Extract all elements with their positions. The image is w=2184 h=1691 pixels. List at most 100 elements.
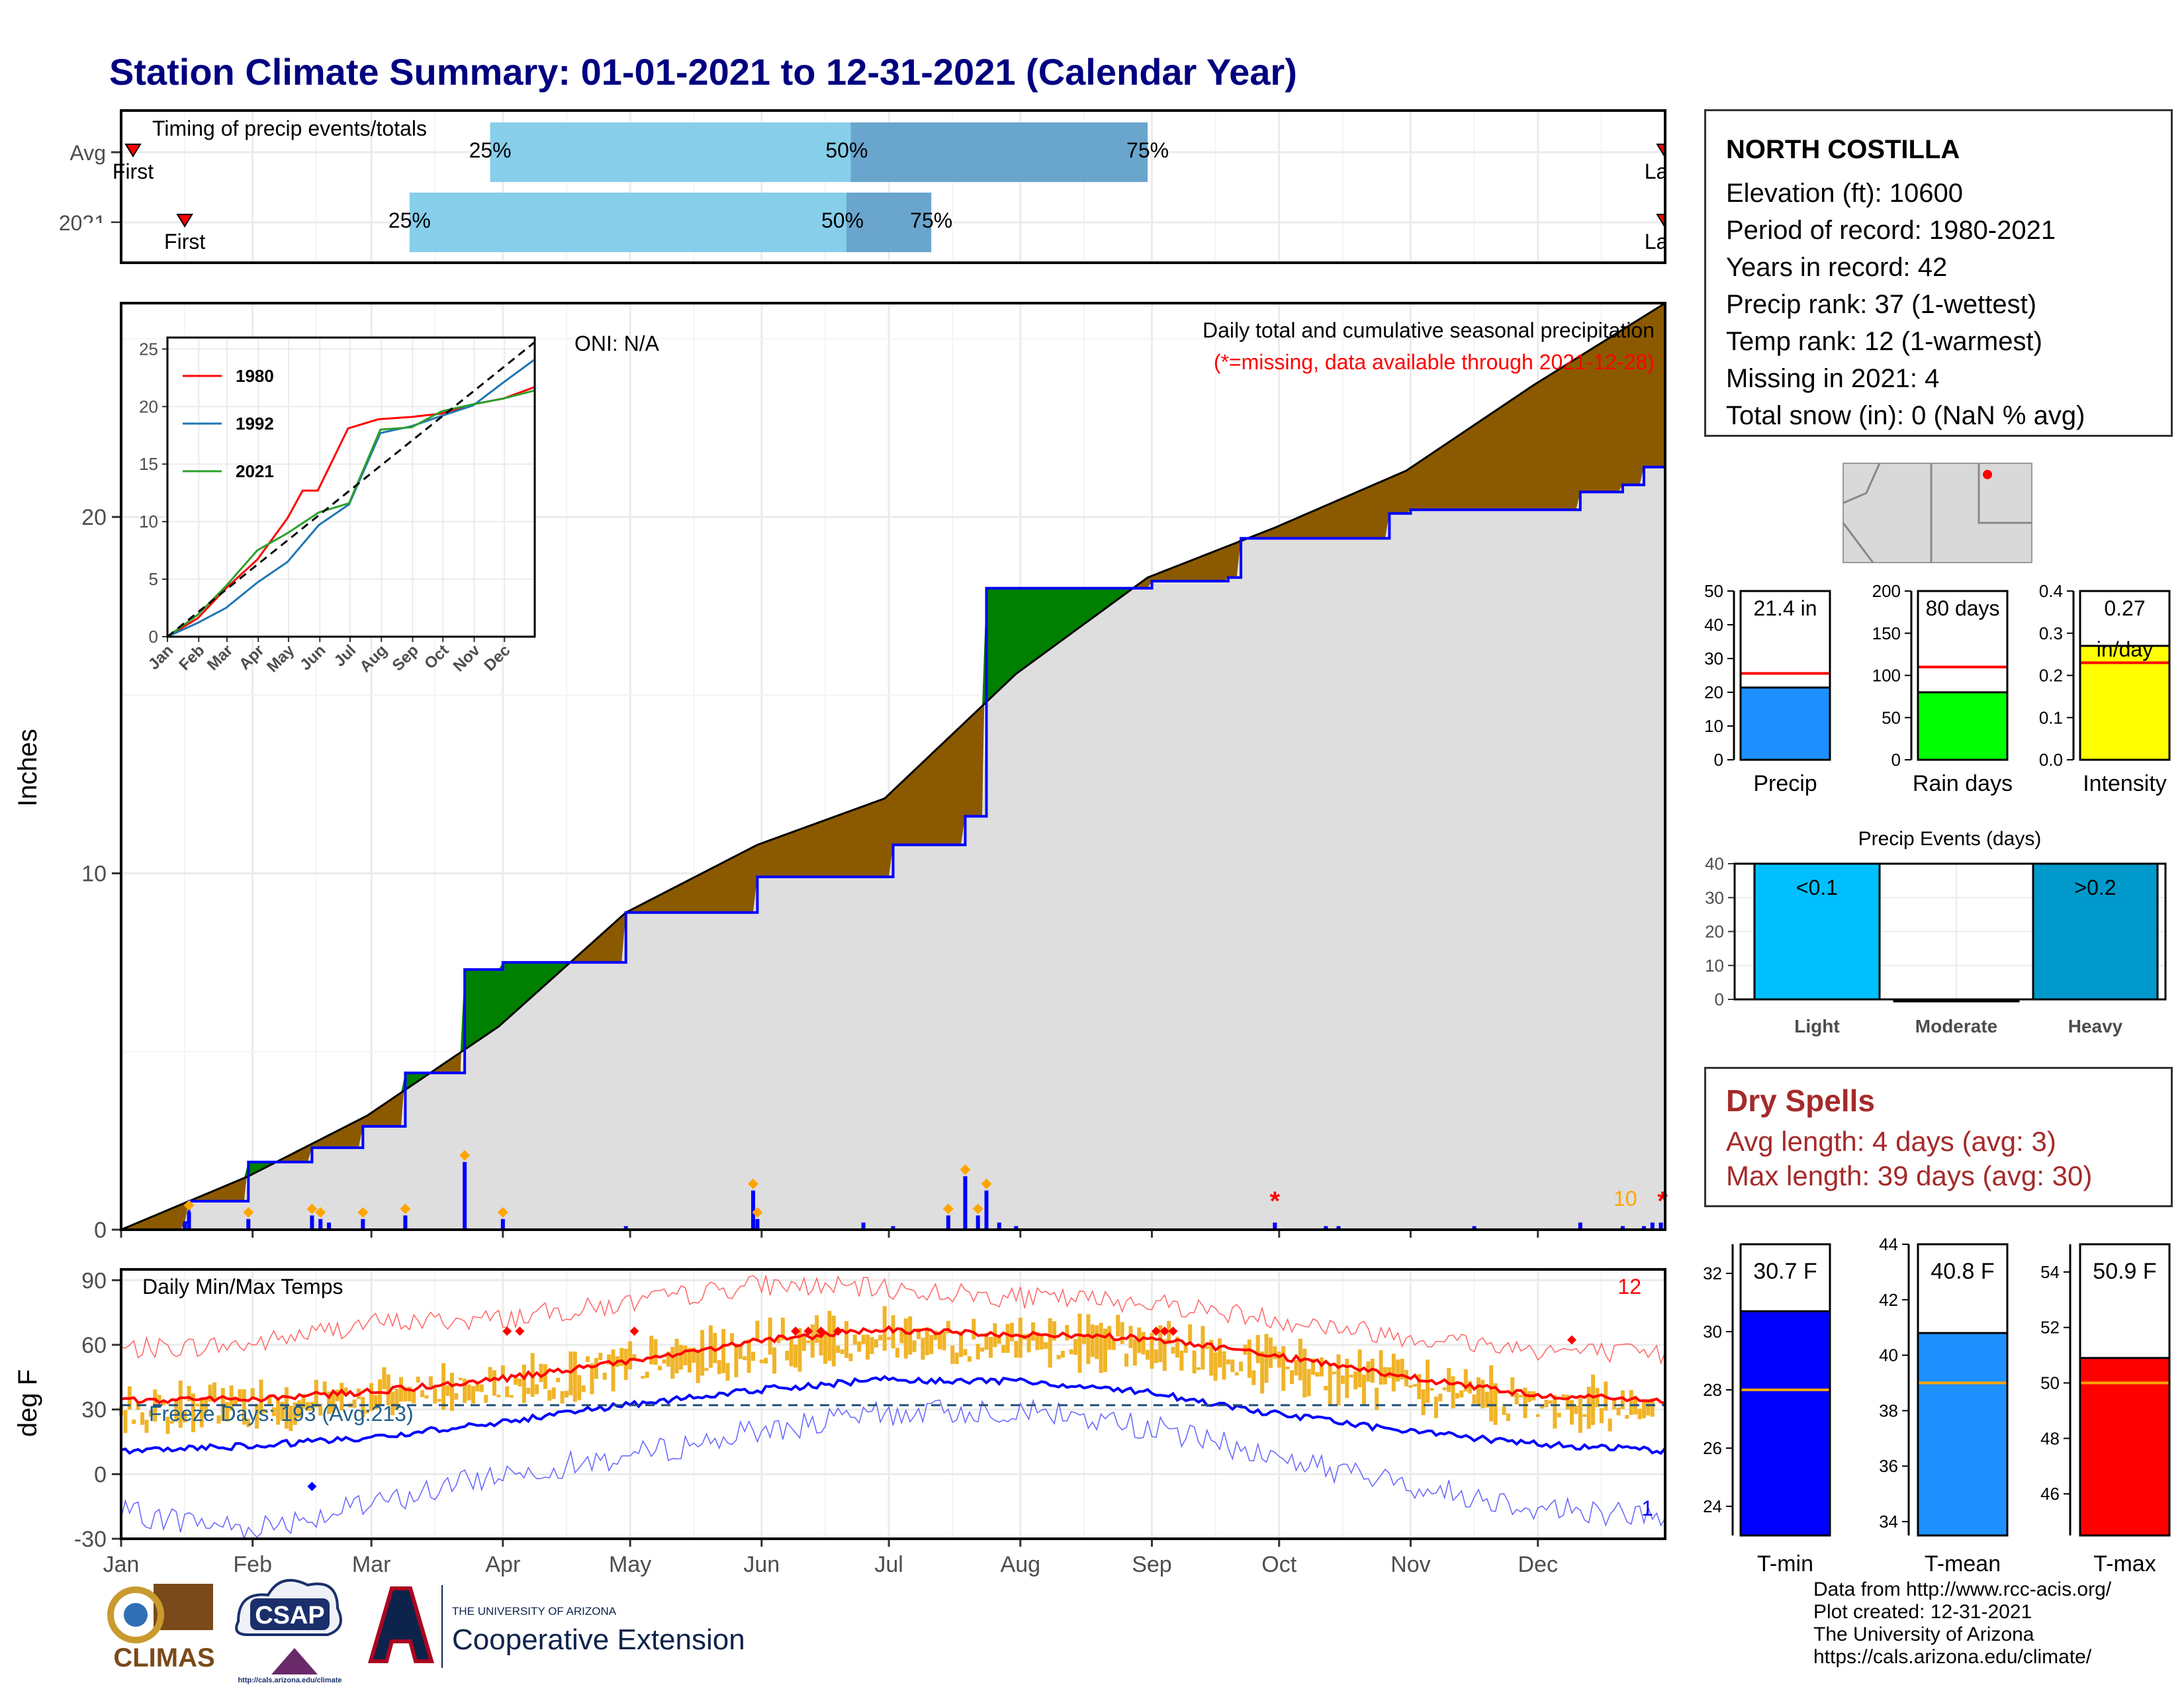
temp-daily-bar bbox=[848, 1353, 853, 1361]
temp-daily-bar bbox=[984, 1333, 989, 1350]
precip-daily-bar bbox=[1650, 1222, 1655, 1230]
temp-daily-bar bbox=[267, 1396, 272, 1406]
temp-daily-bar bbox=[887, 1337, 891, 1340]
temp-daily-bar bbox=[1026, 1333, 1031, 1353]
temp-xtick-label: Feb bbox=[233, 1552, 272, 1577]
temp-daily-bar bbox=[1544, 1399, 1549, 1408]
temp-daily-bar bbox=[704, 1367, 709, 1371]
dry-spells-avg: Avg length: 4 days (avg: 3) bbox=[1726, 1126, 2056, 1157]
temp-daily-bar bbox=[759, 1359, 764, 1363]
temp-daily-bar bbox=[1255, 1335, 1260, 1363]
record-high-marker bbox=[1151, 1326, 1161, 1336]
temp-daily-bar bbox=[751, 1351, 755, 1361]
precip-daily-bar bbox=[1472, 1226, 1477, 1230]
temp-daily-bar bbox=[1009, 1322, 1014, 1342]
temp-daily-bar bbox=[399, 1377, 404, 1402]
temp-daily-bar bbox=[255, 1404, 259, 1429]
temp-daily-bar bbox=[1340, 1375, 1345, 1384]
temp-daily-bar bbox=[785, 1350, 790, 1361]
precip-obs-cumulative-line bbox=[121, 465, 1665, 1231]
temp-daily-bar bbox=[1132, 1339, 1137, 1366]
temp-daily-bar bbox=[454, 1393, 459, 1400]
temp-daily-bar bbox=[1336, 1354, 1341, 1406]
events-ytick-label: 40 bbox=[1705, 854, 1724, 874]
temp-daily-bar bbox=[729, 1333, 734, 1345]
temp-daily-bar bbox=[297, 1400, 302, 1418]
temp-daily-bar bbox=[776, 1337, 781, 1344]
temp-daily-bar bbox=[225, 1402, 230, 1422]
temp-daily-bar bbox=[1226, 1359, 1230, 1365]
precip-daily-top-marker bbox=[243, 1207, 254, 1218]
temp-daily-bar bbox=[123, 1410, 128, 1434]
ua-logo-small-text: THE UNIVERSITY OF ARIZONA bbox=[452, 1605, 617, 1618]
precip-daily-top-marker bbox=[752, 1207, 763, 1218]
timing-pct-25: 25% bbox=[388, 208, 431, 232]
temp-daily-bar bbox=[1247, 1339, 1251, 1378]
temp-daily-bar bbox=[1124, 1353, 1129, 1367]
temp-daily-bar bbox=[1234, 1372, 1239, 1376]
temp-daily-bar bbox=[692, 1348, 696, 1363]
temp-daily-bar bbox=[972, 1318, 976, 1340]
precip-daily-bar bbox=[183, 1222, 187, 1230]
station-info-line: Years in record: 42 bbox=[1726, 253, 1948, 282]
temp-daily-bar bbox=[191, 1393, 195, 1432]
temp-daily-bar bbox=[212, 1382, 217, 1400]
inset-ytick-label: 5 bbox=[149, 569, 158, 589]
temp-daily-bar bbox=[1421, 1389, 1426, 1416]
temp-daily-bar bbox=[1162, 1339, 1167, 1371]
temp-daily-bar bbox=[755, 1320, 760, 1341]
precip-annotation-missing: (*=missing, data available through 2021-… bbox=[1214, 350, 1655, 374]
event-category-label: Light bbox=[1794, 1016, 1839, 1036]
temp-daily-bar bbox=[1641, 1399, 1646, 1418]
temp-avg-max-line bbox=[120, 1324, 1666, 1405]
temp-total-frame-1 bbox=[1917, 1243, 2009, 1537]
temp-daily-bar bbox=[1289, 1370, 1294, 1385]
temp-daily-bar bbox=[132, 1419, 136, 1424]
precip-daily-top-marker bbox=[400, 1203, 411, 1214]
events-title: Precip Events (days) bbox=[1858, 828, 2042, 850]
precip-daily-bar bbox=[946, 1215, 950, 1230]
temp-daily-bar bbox=[1209, 1340, 1214, 1376]
total-category-label-2: Intensity bbox=[2083, 771, 2167, 796]
temp-daily-bar bbox=[823, 1334, 827, 1364]
temp-total-ytick-label: 54 bbox=[2040, 1262, 2060, 1282]
temp-daily-bar bbox=[836, 1346, 841, 1353]
temp-daily-bar bbox=[1637, 1408, 1642, 1420]
climas-logo-text: CLIMAS bbox=[113, 1643, 214, 1672]
temp-daily-bar bbox=[1574, 1405, 1578, 1414]
temp-daily-bar bbox=[458, 1377, 463, 1381]
temp-daily-bar bbox=[1616, 1407, 1621, 1416]
precip-daily-bar bbox=[1273, 1222, 1277, 1230]
temp-daily-bar bbox=[789, 1336, 794, 1367]
temp-daily-bar bbox=[976, 1344, 980, 1359]
temp-daily-bar bbox=[140, 1412, 145, 1425]
temp-daily-bar bbox=[908, 1316, 913, 1355]
temp-total-ytick-label: 46 bbox=[2040, 1484, 2060, 1504]
temp-daily-bar bbox=[560, 1391, 565, 1404]
temp-avg-min-line bbox=[120, 1375, 1666, 1455]
precip-daily-top-marker bbox=[357, 1207, 369, 1218]
total-ytick-label: 150 bbox=[1872, 623, 1901, 643]
temp-daily-bar bbox=[674, 1338, 679, 1374]
temp-daily-bar bbox=[1349, 1375, 1353, 1378]
timing-pct-75: 75% bbox=[910, 208, 952, 232]
timing-title: Timing of precip events/totals bbox=[152, 116, 427, 140]
timing-pct-50: 50% bbox=[821, 208, 864, 232]
temp-daily-bar bbox=[1035, 1332, 1040, 1350]
total-bar-2 bbox=[2079, 645, 2171, 761]
temp-daily-bar bbox=[340, 1383, 344, 1411]
temp-daily-bar bbox=[1306, 1369, 1311, 1396]
temp-total-ytick-label: 42 bbox=[1879, 1290, 1898, 1310]
temp-daily-bar bbox=[488, 1367, 492, 1379]
temp-daily-bar bbox=[1523, 1387, 1527, 1418]
precip-avg-cumulative-line bbox=[120, 302, 1666, 1231]
temp-daily-bar bbox=[1141, 1332, 1146, 1355]
temp-daily-bar bbox=[284, 1387, 289, 1429]
temp-daily-bar bbox=[738, 1344, 743, 1359]
temp-daily-bar bbox=[1086, 1314, 1091, 1365]
record-high-marker bbox=[833, 1326, 843, 1336]
temp-total-ytick-label: 28 bbox=[1703, 1380, 1722, 1400]
temp-daily-bar bbox=[717, 1360, 721, 1375]
footer-line-url: https://cals.arizona.edu/climate/ bbox=[1813, 1646, 2092, 1668]
